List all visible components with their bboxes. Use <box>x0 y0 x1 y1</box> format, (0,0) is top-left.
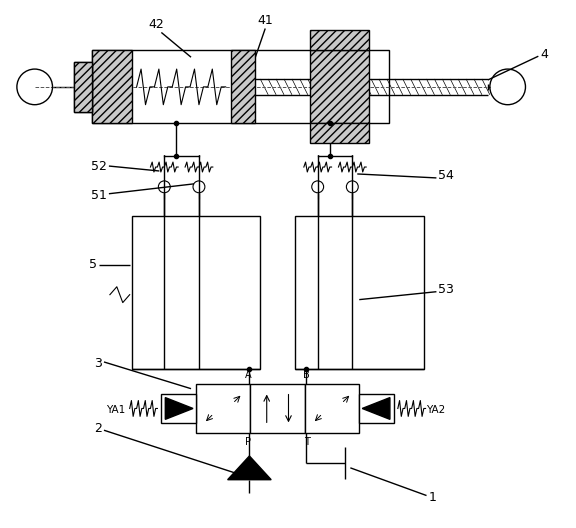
Bar <box>92 50 389 124</box>
Polygon shape <box>165 398 193 419</box>
Bar <box>310 50 369 124</box>
Bar <box>74 62 92 111</box>
Text: 41: 41 <box>257 14 273 27</box>
Bar <box>92 50 132 124</box>
Bar <box>132 215 260 369</box>
Bar <box>74 62 92 111</box>
Polygon shape <box>362 398 390 419</box>
Text: A: A <box>245 370 252 380</box>
Text: 54: 54 <box>438 169 454 183</box>
Text: 53: 53 <box>438 283 454 296</box>
Text: B: B <box>304 370 310 380</box>
Bar <box>305 384 359 433</box>
Bar <box>295 215 423 369</box>
Text: T: T <box>304 437 310 447</box>
Bar <box>230 50 255 124</box>
Text: 5: 5 <box>89 259 97 271</box>
Text: 3: 3 <box>94 357 102 371</box>
Text: P: P <box>245 437 251 447</box>
Polygon shape <box>228 456 271 480</box>
Bar <box>310 31 369 50</box>
Text: YA1: YA1 <box>106 406 126 416</box>
Text: 52: 52 <box>91 159 107 173</box>
Text: 4: 4 <box>540 48 548 61</box>
Bar <box>310 124 369 143</box>
Bar <box>196 384 251 433</box>
Bar <box>359 393 394 423</box>
Bar <box>161 393 196 423</box>
Bar <box>251 384 305 433</box>
Text: 42: 42 <box>149 18 164 31</box>
Text: 1: 1 <box>429 491 437 504</box>
Text: 2: 2 <box>94 422 102 435</box>
Text: YA2: YA2 <box>426 406 445 416</box>
Text: 51: 51 <box>91 189 107 202</box>
